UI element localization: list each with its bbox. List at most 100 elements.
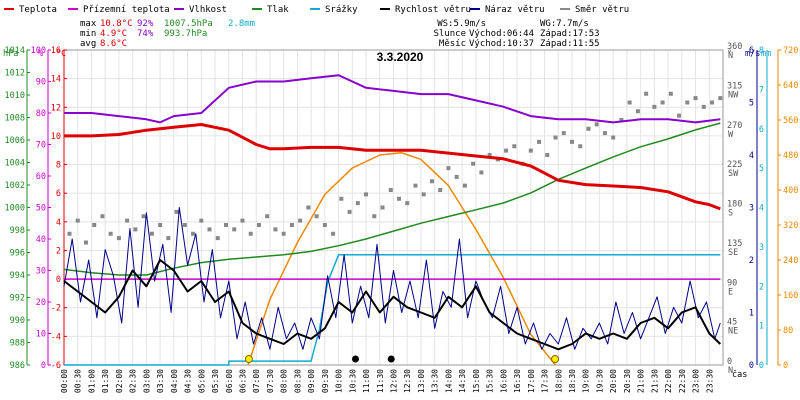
x-tick-label: 12:30 (403, 369, 412, 393)
wind-direction-point (652, 104, 657, 109)
stat-temp: 8.6°C (100, 39, 127, 49)
x-tick-label: 22:30 (678, 369, 687, 393)
humidity-tick-label: 0 (41, 361, 46, 371)
wind-direction-point (479, 170, 484, 175)
rain-tick-label: 3 (759, 243, 764, 253)
sunrise: Východ:06:44 (469, 29, 534, 39)
x-tick-label: 17:00 (527, 369, 536, 393)
x-tick-label: 23:30 (705, 369, 714, 393)
wind-direction-point (512, 144, 517, 149)
stat-press: 993.7hPa (164, 29, 207, 39)
rain-tick-label: 7 (759, 85, 764, 95)
wind-direction-point (545, 153, 550, 157)
wind-direction-point (199, 218, 204, 223)
x-tick-label: 03:30 (156, 369, 165, 393)
pressure-tick-label: 992 (10, 294, 25, 304)
wind-direction-point (83, 240, 88, 245)
solar-tick-label: 720 (783, 46, 798, 56)
time-axis-title: čas (732, 369, 747, 380)
direction-tick-deg: 0 (727, 357, 732, 367)
x-tick-label: 06:30 (238, 369, 247, 393)
pressure-tick-label: 990 (10, 316, 25, 326)
wind-direction-point (578, 144, 583, 149)
wind-direction-point (594, 122, 599, 127)
pressure-tick-label: 1002 (5, 181, 25, 191)
wind-direction-point (174, 209, 179, 214)
x-tick-label: 11:00 (362, 369, 371, 393)
temperature-tick-label: 0 (56, 275, 61, 285)
pressure-tick-label: 1008 (5, 114, 25, 124)
solar-tick-label: 320 (783, 221, 798, 231)
humidity-tick-label: 40 (36, 235, 46, 245)
wind-direction-point (668, 91, 673, 96)
moon-marker (387, 355, 395, 363)
wind-tick-label: 1 (749, 309, 754, 319)
temperature-tick-label: -6 (51, 361, 61, 371)
wind-direction-point (322, 223, 327, 227)
x-tick-label: 13:30 (431, 369, 440, 393)
wind-direction-point (182, 223, 187, 227)
wind-direction-point (718, 96, 723, 101)
wind-direction-point (75, 218, 80, 223)
wind-tick-label: 4 (749, 151, 754, 161)
direction-tick-deg: 135 (727, 239, 742, 249)
moon-label: Měsíc (439, 39, 466, 49)
x-tick-label: 14:00 (444, 369, 453, 393)
x-tick-label: 07:30 (266, 369, 275, 393)
direction-tick-label: N (728, 366, 733, 376)
x-tick-label: 04:30 (184, 369, 193, 393)
wind-direction-point (561, 131, 566, 136)
temperature-tick-label: 12 (51, 103, 61, 113)
solar-tick-label: 480 (783, 151, 798, 161)
direction-tick-deg: 90 (727, 278, 737, 288)
wind-direction-point (240, 218, 245, 223)
pressure-tick-label: 988 (10, 339, 25, 349)
chart-axes: 9869889909929949969981000100210041006100… (3, 42, 798, 393)
wind-direction-point (116, 236, 121, 241)
moonset: Západ:11:55 (540, 39, 600, 49)
x-tick-label: 07:00 (252, 369, 261, 393)
wind-direction-point (396, 196, 401, 201)
x-tick-label: 10:30 (348, 369, 357, 393)
x-tick-label: 00:00 (60, 369, 69, 393)
stat-label: min (80, 29, 96, 39)
x-tick-label: 18:00 (554, 369, 563, 393)
chart-title: 3.3.2020 (377, 50, 424, 64)
x-tick-label: 00:30 (74, 369, 83, 393)
series-rychlost-v-tru (63, 259, 721, 351)
wind-direction-point (586, 126, 591, 131)
moon-marker (352, 355, 360, 363)
wind-direction-point (701, 104, 706, 109)
humidity-tick-label: 80 (36, 109, 46, 119)
rain-axis-title: mm (761, 49, 771, 59)
x-tick-label: 01:30 (101, 369, 110, 393)
x-tick-label: 05:00 (197, 369, 206, 393)
x-tick-label: 16:00 (499, 369, 508, 393)
wind-direction-point (553, 135, 558, 140)
wind-direction-point (569, 139, 574, 144)
legend-label: Přízemní teplota (83, 5, 170, 15)
wind-direction-point (685, 100, 690, 105)
stat-hum: 74% (137, 29, 154, 39)
wind-direction-point (644, 91, 649, 96)
wind-direction-point (635, 109, 640, 114)
x-tick-label: 11:30 (376, 369, 385, 393)
humidity-tick-label: 50 (36, 204, 46, 214)
x-tick-label: 18:30 (568, 369, 577, 393)
wind-direction-point (149, 231, 154, 236)
direction-tick-label: S (728, 209, 733, 219)
direction-tick-label: NW (728, 90, 739, 100)
x-tick-label: 23:00 (692, 369, 701, 393)
x-tick-label: 21:00 (637, 369, 646, 393)
sunset: Západ:17:53 (540, 29, 600, 39)
solar-tick-label: 80 (783, 326, 793, 336)
temperature-tick-label: 6 (56, 189, 61, 199)
direction-tick-deg: 360 (727, 42, 742, 52)
chart-series (63, 74, 723, 366)
stat-rain: 2.8mm (228, 19, 255, 29)
solar-tick-label: 0 (783, 361, 788, 371)
pressure-tick-label: 1010 (5, 91, 25, 101)
wind-direction-point (207, 227, 212, 232)
x-tick-label: 02:00 (115, 369, 124, 393)
series-sr-ky (64, 254, 721, 366)
